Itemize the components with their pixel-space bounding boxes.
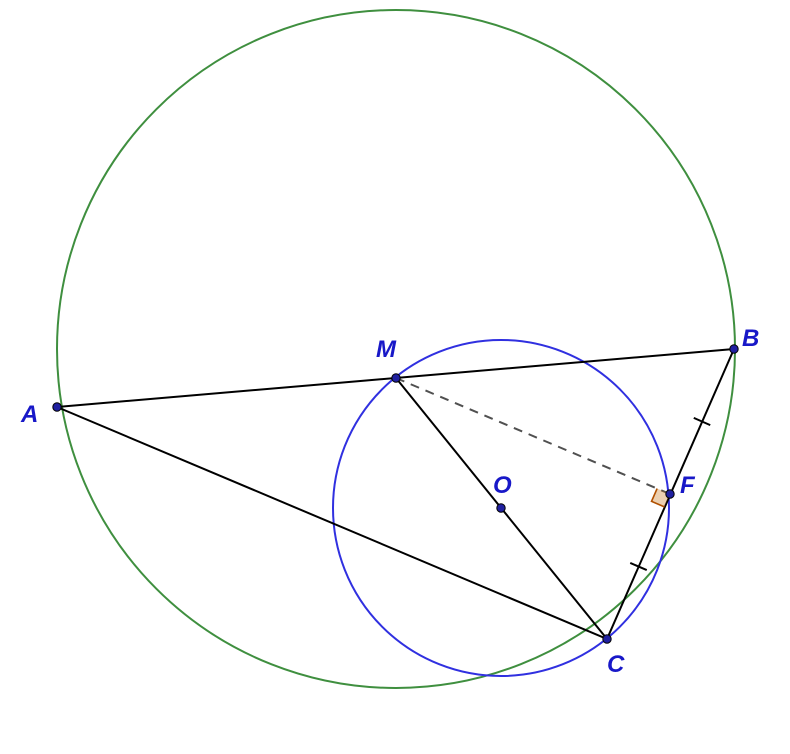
label-c: C bbox=[607, 651, 624, 679]
geometry-diagram bbox=[0, 0, 790, 754]
point-c bbox=[603, 635, 611, 643]
outer-circle bbox=[57, 10, 735, 688]
segment-mf-dashed bbox=[396, 378, 670, 494]
point-m bbox=[392, 374, 400, 382]
label-a: A bbox=[21, 401, 38, 429]
label-f: F bbox=[680, 472, 695, 500]
segment-ac bbox=[57, 407, 607, 639]
point-a bbox=[53, 403, 61, 411]
point-f bbox=[666, 490, 674, 498]
label-m: M bbox=[376, 336, 396, 364]
point-b bbox=[730, 345, 738, 353]
point-o bbox=[497, 504, 505, 512]
label-o: O bbox=[493, 472, 512, 500]
label-b: B bbox=[742, 325, 759, 353]
